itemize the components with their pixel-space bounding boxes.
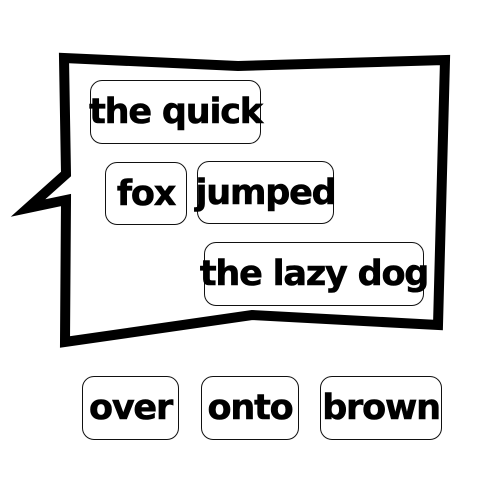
placed-word-tile[interactable]: fox (105, 162, 187, 225)
placed-word-tile[interactable]: the quick (89, 80, 263, 144)
word-bank-tile[interactable]: over (82, 376, 179, 440)
word-bank-tile[interactable]: brown (320, 376, 442, 440)
word-bank-tile[interactable]: onto (201, 376, 299, 440)
placed-word-tile[interactable]: the lazy dog (200, 242, 430, 306)
placed-word-tile[interactable]: jumped (195, 161, 337, 224)
